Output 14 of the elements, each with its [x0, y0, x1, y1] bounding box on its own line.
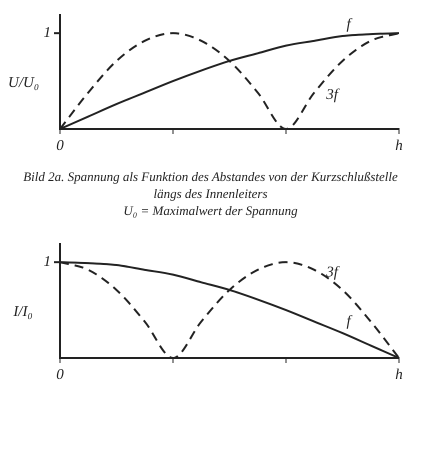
series-label: 3f — [325, 87, 340, 104]
text: 1 — [44, 25, 51, 42]
y-axis-title: I/I₀ — [12, 304, 34, 320]
text: 1 — [44, 254, 51, 270]
text: U₀ = Maximalwert der Spannung — [122, 202, 299, 219]
series-label: f — [346, 314, 352, 330]
text: Bild 2a. Spannung als Funktion des Abstandes von der Kurzschlußstelle längs des Innenleiters — [22, 168, 399, 202]
series-label: f — [346, 16, 352, 32]
x-tick-label: h — [395, 366, 403, 383]
x-tick-label: h — [395, 138, 403, 154]
series-label: 3f — [325, 264, 340, 280]
y-axis-title: U/U₀ — [8, 74, 40, 92]
x-tick-label: 0 — [56, 366, 64, 383]
x-tick-label: 0 — [56, 138, 64, 154]
